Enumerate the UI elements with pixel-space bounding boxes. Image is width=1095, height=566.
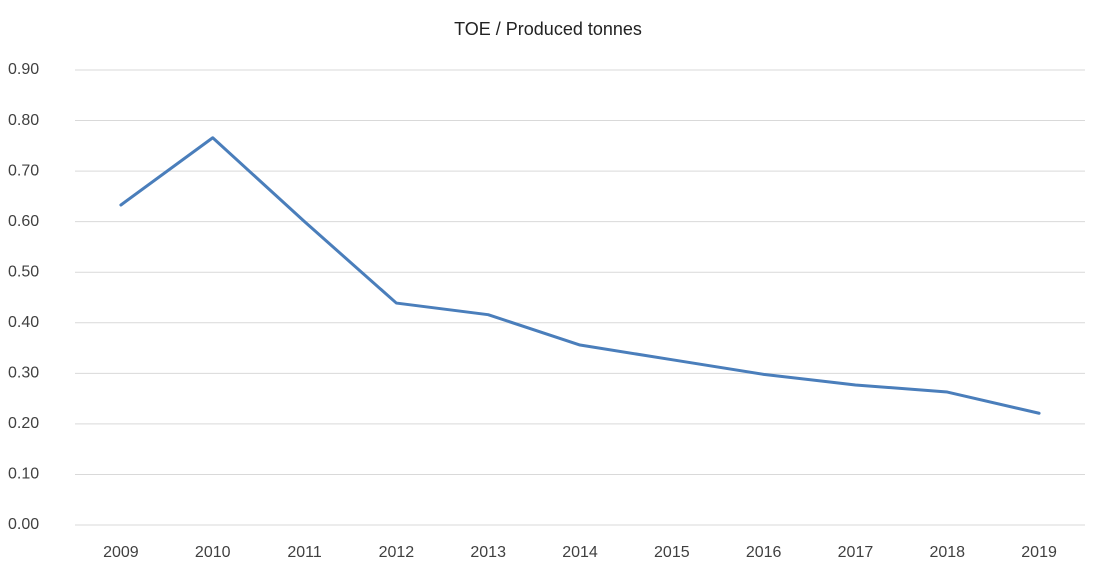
x-tick-label: 2012 (379, 544, 415, 561)
x-tick-label: 2013 (470, 544, 506, 561)
y-tick-label: 0.90 (8, 61, 39, 78)
y-tick-label: 0.50 (8, 263, 39, 280)
x-tick-label: 2017 (838, 544, 874, 561)
y-tick-label: 0.30 (8, 365, 39, 382)
x-tick-label: 2009 (103, 544, 139, 561)
x-tick-label: 2019 (1021, 544, 1057, 561)
x-tick-label: 2011 (287, 544, 322, 561)
x-tick-label: 2015 (654, 544, 690, 561)
y-tick-label: 0.70 (8, 162, 39, 179)
y-tick-label: 0.80 (8, 112, 39, 129)
y-tick-label: 0.00 (8, 516, 39, 533)
y-tick-label: 0.40 (8, 314, 39, 331)
y-tick-label: 0.10 (8, 466, 39, 483)
y-tick-label: 0.60 (8, 213, 39, 230)
y-tick-label: 0.20 (8, 415, 39, 432)
data-line (119, 136, 1041, 415)
x-tick-label: 2016 (746, 544, 782, 561)
x-tick-label: 2010 (195, 544, 231, 561)
x-tick-label: 2014 (562, 544, 598, 561)
chart-title: TOE / Produced tonnes (454, 19, 642, 39)
x-tick-label: 2018 (929, 544, 965, 561)
